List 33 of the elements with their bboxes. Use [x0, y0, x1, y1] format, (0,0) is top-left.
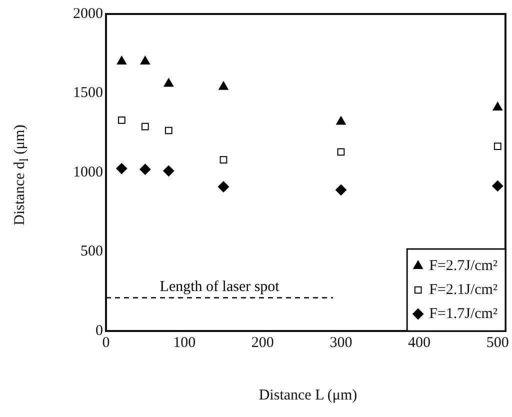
point	[118, 116, 126, 124]
x-axis-title: Distance L (μm)	[258, 388, 358, 404]
point	[218, 81, 228, 90]
point	[141, 122, 149, 130]
legend-label: F=2.1J/cm²	[429, 282, 498, 298]
point	[140, 164, 151, 175]
legend-label: F=2.7J/cm²	[429, 258, 498, 274]
y-tick-label: 2000	[73, 6, 103, 22]
point	[164, 126, 172, 134]
point	[337, 148, 345, 156]
x-tick-label: 500	[486, 334, 509, 351]
point	[335, 184, 346, 196]
point	[116, 163, 128, 174]
point	[492, 102, 502, 111]
point	[220, 156, 228, 164]
y-tick-label: 500	[80, 244, 103, 260]
y-tick-label: 1500	[73, 85, 103, 102]
series-label: Length of laser spot	[160, 279, 280, 296]
point	[494, 142, 502, 150]
point	[336, 116, 346, 125]
x-tick-label: 100	[173, 334, 196, 351]
y-tick-label: 1000	[73, 164, 103, 180]
point	[116, 56, 126, 65]
x-tick-label: 200	[251, 334, 274, 351]
y-tick-label: 0	[96, 322, 103, 339]
point	[492, 180, 504, 192]
point	[164, 78, 174, 87]
x-tick-label: 400	[408, 334, 431, 351]
point	[218, 181, 229, 192]
x-tick-label: 300	[330, 334, 352, 351]
legend-label: F=1.7J/cm²	[429, 306, 498, 322]
point	[163, 165, 174, 176]
point	[140, 56, 150, 65]
